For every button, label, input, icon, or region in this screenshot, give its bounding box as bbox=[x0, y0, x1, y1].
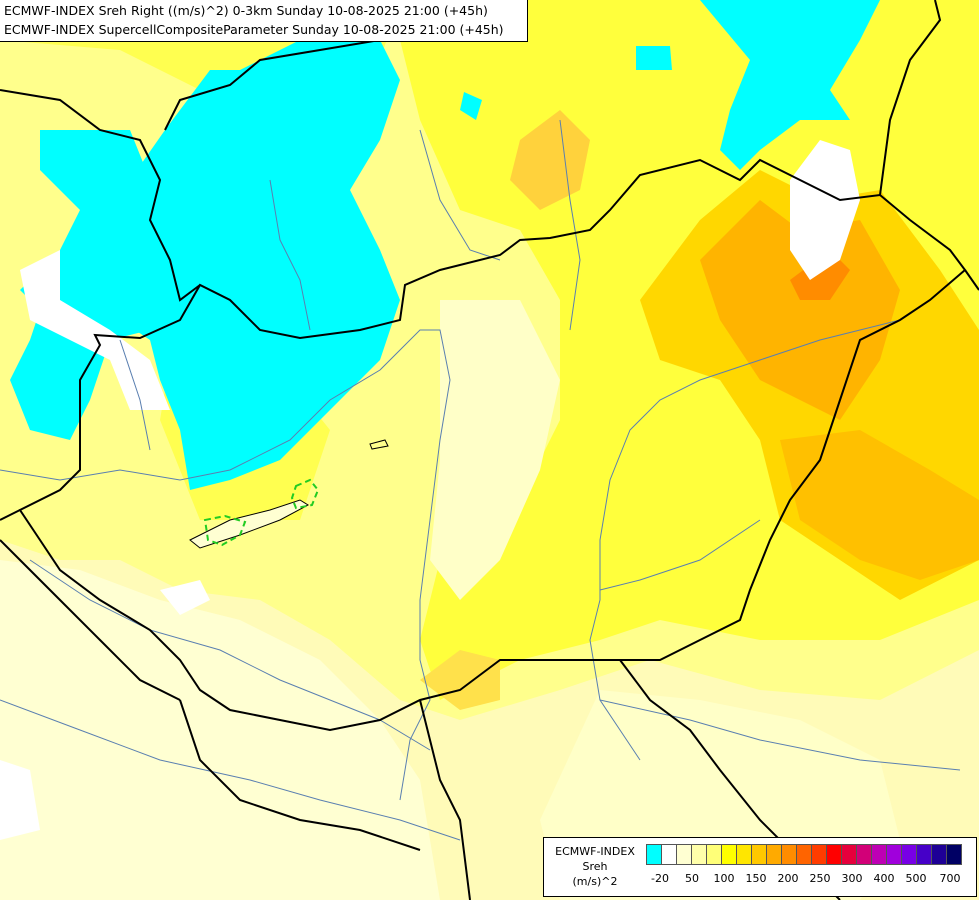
legend-swatch bbox=[841, 844, 857, 865]
border-hungary bbox=[18, 158, 967, 732]
legend-tick-label: -20 bbox=[651, 872, 669, 885]
sreh-pale-center bbox=[430, 300, 560, 600]
legend-swatch bbox=[781, 844, 797, 865]
legend-tick-label: 300 bbox=[841, 872, 863, 885]
danube-river bbox=[0, 329, 451, 801]
sreh-pale-southwest bbox=[0, 560, 440, 900]
legend-label-line2: Sreh bbox=[582, 860, 608, 873]
legend-swatch bbox=[661, 844, 677, 865]
legend-swatch bbox=[916, 844, 932, 865]
legend-swatch bbox=[811, 844, 827, 865]
legend-tick-label: 50 bbox=[685, 872, 699, 885]
river-north-1 bbox=[269, 179, 311, 331]
legend-tick-label: 400 bbox=[873, 872, 895, 885]
legend-swatch bbox=[751, 844, 767, 865]
legend-swatch bbox=[946, 844, 962, 865]
sreh-cyan-north bbox=[700, 0, 880, 170]
sreh-cyan-far-west bbox=[10, 130, 150, 440]
river-south-1 bbox=[599, 699, 961, 771]
legend-swatch bbox=[886, 844, 902, 865]
map-title-box: ECMWF-INDEX Sreh Right ((m/s)^2) 0-3km S… bbox=[0, 0, 528, 42]
legend-swatch bbox=[646, 844, 662, 865]
legend-swatch bbox=[736, 844, 752, 865]
legend-tick-label: 250 bbox=[809, 872, 831, 885]
sreh-cyan-west bbox=[110, 20, 400, 490]
lake-small bbox=[369, 439, 389, 450]
sava-river bbox=[0, 699, 461, 841]
border-ukraine-romania bbox=[964, 269, 979, 291]
sreh-orange-east bbox=[700, 200, 900, 420]
legend-swatch bbox=[871, 844, 887, 865]
legend-swatch bbox=[706, 844, 722, 865]
sreh-white-north bbox=[790, 140, 860, 280]
colorbar-legend: ECMWF-INDEX Sreh (m/s)^2 -20 50 100 150 200 2… bbox=[543, 837, 977, 897]
river-north-2 bbox=[419, 129, 501, 261]
drava-river bbox=[29, 559, 431, 751]
legend-tick-label: 700 bbox=[939, 872, 961, 885]
legend-swatch bbox=[721, 844, 737, 865]
legend-tick-label: 100 bbox=[713, 872, 735, 885]
legend-tick-label: 150 bbox=[745, 872, 767, 885]
legend-swatch bbox=[766, 844, 782, 865]
rivers bbox=[0, 119, 961, 841]
river-east-1 bbox=[599, 519, 761, 591]
legend-swatch bbox=[796, 844, 812, 865]
legend-ticks: -20 50 100 150 200 250 300 400 500 700 bbox=[646, 872, 974, 888]
sreh-white-west bbox=[20, 250, 170, 410]
tisza-river bbox=[589, 319, 901, 761]
legend-swatch bbox=[676, 844, 692, 865]
sreh-orange-south bbox=[780, 430, 979, 580]
river-north-3 bbox=[559, 119, 581, 331]
legend-swatch bbox=[931, 844, 947, 865]
sreh-gold-north bbox=[510, 110, 590, 210]
scp-contours bbox=[203, 478, 320, 547]
border-north-east bbox=[879, 0, 942, 196]
legend-swatches bbox=[646, 844, 962, 865]
legend-tick-label: 200 bbox=[777, 872, 799, 885]
sreh-cyan-blob-top bbox=[636, 46, 672, 70]
legend-swatch bbox=[856, 844, 872, 865]
border-serbia bbox=[419, 699, 471, 900]
border-south bbox=[0, 539, 181, 701]
legend-swatch bbox=[826, 844, 842, 865]
border-north-west bbox=[0, 89, 201, 302]
legend-label: ECMWF-INDEX Sreh (m/s)^2 bbox=[548, 844, 642, 889]
lake-balaton-outline bbox=[189, 499, 309, 549]
map-title-line1: ECMWF-INDEX Sreh Right ((m/s)^2) 0-3km S… bbox=[4, 3, 488, 18]
legend-swatch bbox=[901, 844, 917, 865]
sreh-white-sw2 bbox=[0, 760, 40, 840]
border-slovenia bbox=[0, 509, 21, 521]
scp-contour-2 bbox=[290, 478, 320, 510]
scp-contour-1 bbox=[203, 514, 247, 547]
legend-label-line3: (m/s)^2 bbox=[572, 875, 618, 888]
legend-tick-label: 500 bbox=[905, 872, 927, 885]
river-west-1 bbox=[119, 339, 151, 451]
border-croatia-bosnia bbox=[179, 699, 421, 851]
sreh-white-sw bbox=[160, 580, 210, 615]
sreh-cyan-small-top bbox=[460, 92, 482, 120]
legend-swatch bbox=[691, 844, 707, 865]
map-title-line2: ECMWF-INDEX SupercellCompositeParameter … bbox=[4, 22, 504, 37]
legend-label-line1: ECMWF-INDEX bbox=[555, 845, 635, 858]
